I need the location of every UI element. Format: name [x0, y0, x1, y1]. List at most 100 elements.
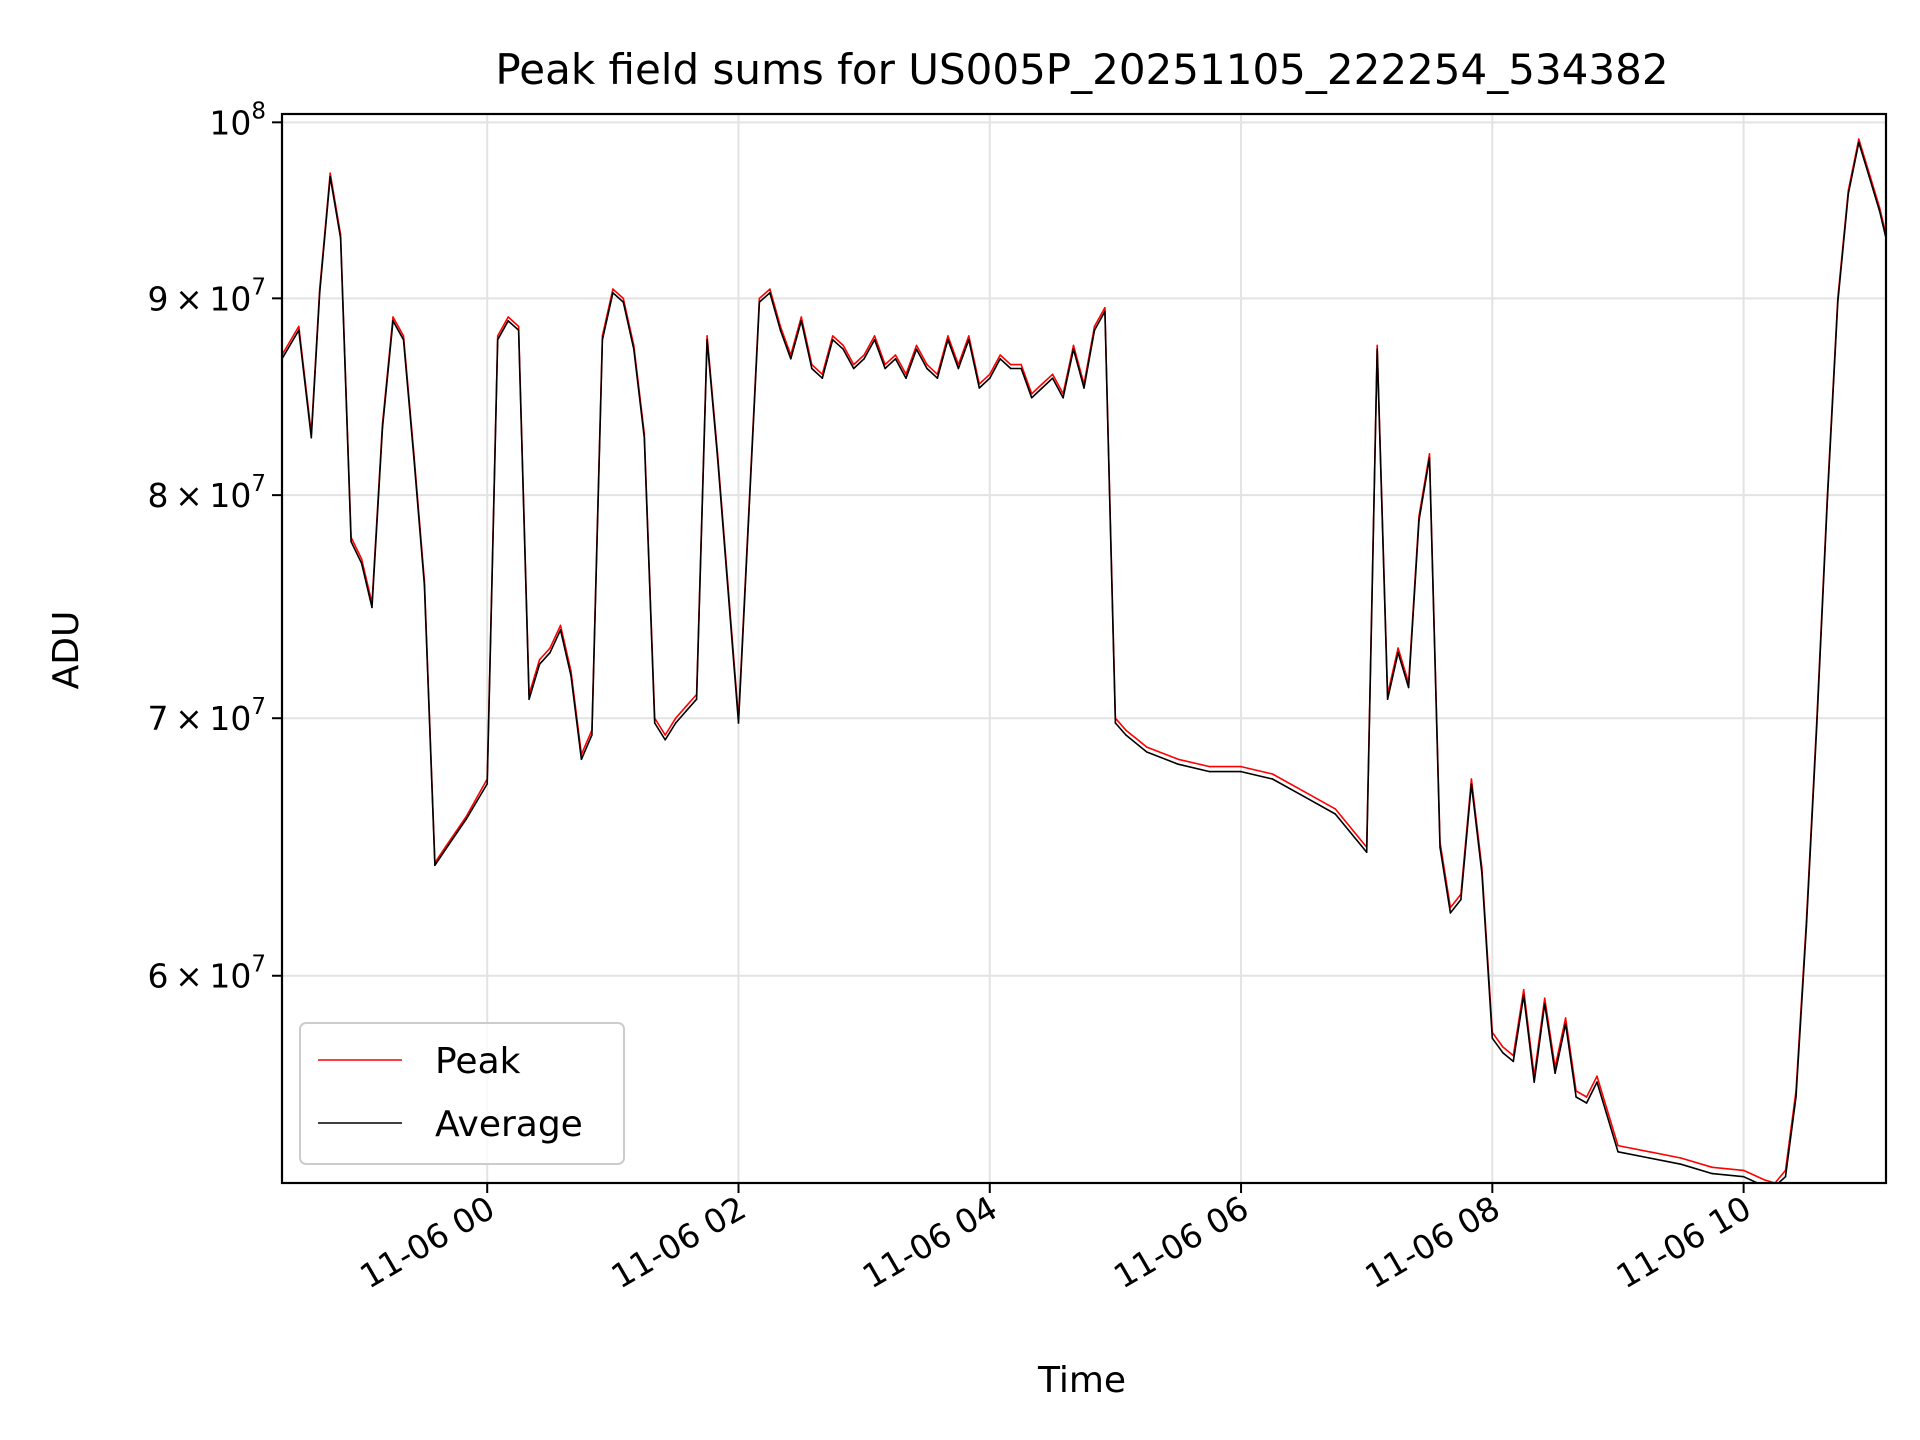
data-point: [538, 658, 541, 661]
data-point: [947, 335, 949, 337]
data-point: [1648, 1151, 1651, 1153]
data-point: [1303, 790, 1305, 793]
data-point: [1554, 1072, 1556, 1074]
y-tick-label: 8 × 107: [148, 471, 266, 515]
data-point: [622, 301, 625, 303]
data-point: [1575, 1096, 1577, 1098]
data-point: [1795, 1096, 1797, 1098]
data-point: [1826, 498, 1829, 501]
data-point: [1502, 1051, 1504, 1054]
data-point: [989, 373, 991, 376]
data-point: [716, 457, 719, 459]
data-point: [1596, 1075, 1598, 1077]
data-point: [1585, 1102, 1588, 1104]
data-point: [1512, 1060, 1515, 1063]
data-point: [685, 705, 687, 708]
series-lines: [282, 138, 1886, 1183]
data-point: [1502, 1046, 1504, 1048]
data-point: [706, 335, 708, 337]
data-point: [1125, 734, 1127, 736]
data-point: [664, 734, 666, 736]
data-point: [674, 722, 677, 724]
data-point: [769, 292, 771, 294]
data-point: [957, 367, 960, 370]
data-point: [894, 358, 897, 360]
data-point: [1585, 1096, 1588, 1098]
y-tick-label: 7 × 107: [148, 694, 266, 738]
data-point: [1093, 325, 1096, 328]
data-point: [1878, 210, 1881, 213]
y-tick-label: 9 × 107: [148, 274, 266, 318]
data-point: [1617, 1151, 1619, 1153]
data-point: [559, 629, 562, 631]
data-point: [549, 647, 551, 649]
data-point: [1009, 367, 1012, 370]
data-point: [695, 698, 698, 700]
data-point: [350, 540, 352, 543]
data-point: [1428, 453, 1431, 455]
y-tick-label: 108: [209, 98, 266, 142]
data-point: [1439, 846, 1441, 848]
data-point: [1376, 348, 1378, 351]
data-point: [1858, 138, 1860, 140]
data-point: [1680, 1157, 1682, 1159]
data-point: [863, 358, 865, 360]
data-point: [298, 329, 300, 332]
data-point: [1407, 686, 1410, 689]
data-point: [559, 624, 562, 627]
data-point: [329, 175, 332, 178]
data-point: [706, 338, 708, 341]
data-point: [936, 377, 939, 380]
data-point: [1051, 373, 1054, 376]
data-point: [339, 237, 342, 239]
data-point: [381, 426, 384, 429]
legend-label-peak: Peak: [435, 1041, 521, 1082]
data-point: [591, 734, 593, 736]
data-point: [1208, 770, 1211, 773]
data-point: [926, 363, 928, 366]
data-point: [1104, 306, 1106, 309]
data-point: [1847, 193, 1850, 195]
data-point: [486, 783, 489, 785]
data-point: [1522, 988, 1525, 991]
y-axis-label: ADU: [46, 611, 87, 690]
data-point: [360, 558, 363, 560]
data-point: [1271, 773, 1274, 775]
series-points-average: [282, 141, 1886, 1178]
data-point: [926, 367, 928, 370]
data-point: [392, 316, 394, 318]
data-point: [769, 288, 771, 290]
data-point: [496, 338, 499, 341]
data-point: [1784, 1175, 1787, 1178]
data-point: [507, 316, 510, 318]
data-point: [1177, 763, 1179, 765]
data-point: [685, 710, 687, 712]
data-point: [1146, 746, 1148, 748]
data-point: [517, 329, 520, 332]
data-point: [549, 651, 551, 654]
data-point: [1543, 997, 1546, 999]
data-point: [915, 348, 918, 351]
data-point: [800, 320, 803, 322]
data-point: [633, 348, 635, 351]
data-point: [601, 338, 604, 341]
data-point: [1858, 141, 1860, 144]
legend-box: [299, 1022, 625, 1165]
data-point: [674, 717, 677, 719]
data-point: [852, 367, 855, 370]
data-point: [528, 698, 530, 700]
data-point: [496, 335, 499, 337]
data-point: [444, 849, 447, 851]
data-point: [1837, 301, 1839, 303]
data-point: [1208, 765, 1211, 768]
data-point: [1020, 363, 1022, 366]
data-point: [1303, 795, 1305, 798]
data-point: [842, 348, 844, 351]
grid: [282, 114, 1886, 1183]
data-point: [884, 363, 886, 366]
data-point: [1533, 1081, 1535, 1083]
data-point: [1680, 1163, 1682, 1165]
data-point: [1543, 1003, 1546, 1005]
